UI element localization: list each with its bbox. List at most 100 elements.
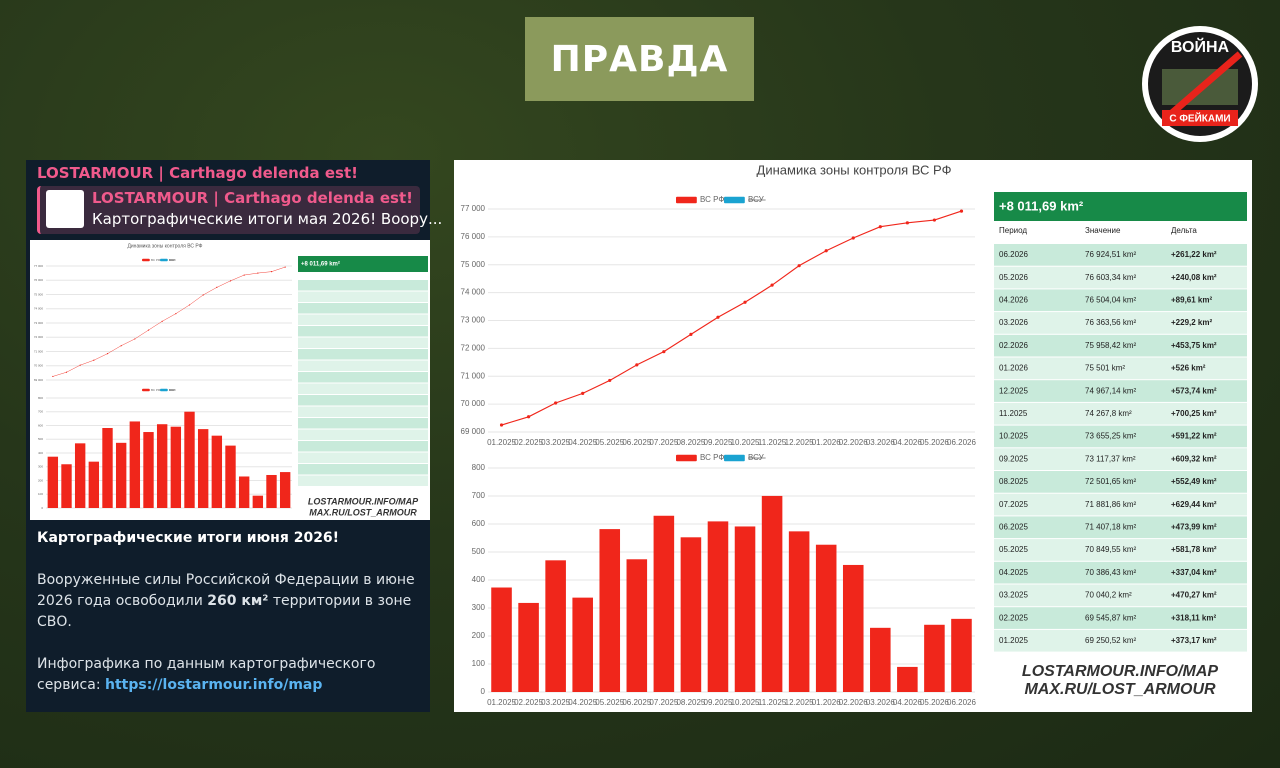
mini-table-row bbox=[298, 372, 428, 383]
y-tick-label: 800 bbox=[472, 463, 486, 472]
table-cell: 75 958,42 km² bbox=[1085, 341, 1136, 350]
logo-band bbox=[1162, 110, 1238, 126]
line-point bbox=[554, 401, 558, 405]
watermark: LOSTARMOUR.INFO/MAP bbox=[1022, 663, 1218, 680]
legend-label: ВС РФ bbox=[151, 388, 161, 392]
line-point bbox=[216, 286, 218, 288]
line-point bbox=[878, 225, 882, 229]
bar bbox=[74, 443, 86, 508]
table-cell: 72 501,65 km² bbox=[1085, 477, 1136, 486]
mini-table-row bbox=[298, 349, 428, 360]
table-cell: 03.2025 bbox=[999, 591, 1028, 600]
table-cell: 76 603,34 km² bbox=[1085, 273, 1136, 282]
x-tick-label: 05.2025 bbox=[595, 698, 624, 707]
table-cell: +591,22 km² bbox=[1171, 432, 1217, 441]
line-point bbox=[243, 274, 245, 276]
table-cell: 70 040,2 km² bbox=[1085, 591, 1132, 600]
table-cell: 05.2026 bbox=[999, 273, 1028, 282]
table-cell: 76 363,56 km² bbox=[1085, 318, 1136, 327]
bar bbox=[225, 445, 236, 508]
x-tick-label: 03.2025 bbox=[541, 438, 570, 447]
table-cell: +261,22 km² bbox=[1171, 250, 1217, 259]
bar bbox=[197, 429, 209, 508]
legend-swatch bbox=[724, 454, 745, 462]
channel-name[interactable]: LOSTARMOUR | Carthago delenda est! bbox=[37, 164, 358, 182]
y-tick-label: 77 000 bbox=[461, 204, 486, 213]
mini-table-row bbox=[298, 452, 428, 463]
y-tick-label: 77 000 bbox=[34, 264, 44, 268]
legend-swatch bbox=[676, 196, 697, 204]
y-tick-label: 800 bbox=[38, 396, 43, 400]
bar bbox=[951, 618, 972, 692]
table-cell: 70 849,55 km² bbox=[1085, 545, 1136, 554]
x-tick-label: 06.2026 bbox=[947, 438, 976, 447]
x-tick-label: 09.2025 bbox=[704, 438, 733, 447]
table-cell: +526 km² bbox=[1171, 364, 1206, 373]
bar bbox=[102, 428, 113, 508]
table-total-bg bbox=[994, 192, 1247, 221]
table-cell: +581,78 km² bbox=[1171, 545, 1217, 554]
x-tick-label: 09.2025 bbox=[704, 698, 733, 707]
table-row bbox=[994, 425, 1247, 448]
y-tick-label: 200 bbox=[472, 631, 486, 640]
y-tick-label: 75 000 bbox=[34, 292, 44, 296]
mini-table-row bbox=[298, 280, 428, 291]
reply-quote[interactable]: LOSTARMOUR | Carthago delenda est! Карто… bbox=[37, 186, 442, 234]
line-point bbox=[608, 378, 612, 383]
mini-table-row bbox=[298, 429, 428, 440]
y-tick-label: 500 bbox=[38, 437, 43, 441]
y-tick-label: 69 000 bbox=[34, 378, 44, 382]
table-cell: 08.2025 bbox=[999, 477, 1028, 486]
bar bbox=[518, 602, 539, 692]
x-tick-label: 03.2026 bbox=[866, 698, 895, 707]
table-row bbox=[994, 584, 1247, 607]
table-cell: 71 407,18 km² bbox=[1085, 523, 1136, 532]
table-cell: 12.2025 bbox=[999, 386, 1028, 395]
y-tick-label: 400 bbox=[38, 451, 43, 455]
y-tick-label: 700 bbox=[38, 410, 43, 414]
line-point bbox=[202, 294, 204, 296]
x-tick-label: 01.2025 bbox=[487, 698, 516, 707]
table-cell: 10.2025 bbox=[999, 432, 1028, 441]
line-point bbox=[229, 280, 232, 282]
bar bbox=[61, 464, 72, 508]
line-point bbox=[662, 350, 666, 354]
y-tick-label: 76 000 bbox=[34, 278, 44, 282]
table-cell: 69 545,87 km² bbox=[1085, 613, 1136, 622]
telegram-post: LOSTARMOUR | Carthago delenda est! LOSTA… bbox=[26, 160, 442, 712]
mini-table-row bbox=[298, 337, 428, 348]
line-point bbox=[161, 320, 163, 322]
table-row bbox=[994, 334, 1247, 357]
bar bbox=[252, 495, 264, 508]
table-cell: 74 967,14 km² bbox=[1085, 386, 1136, 395]
mini-table-row bbox=[298, 314, 428, 325]
x-tick-label: 12.2025 bbox=[785, 698, 814, 707]
bar bbox=[143, 432, 154, 508]
mini-table-row bbox=[298, 303, 428, 314]
bar bbox=[842, 564, 864, 692]
y-tick-label: 700 bbox=[472, 491, 486, 500]
legend-swatch bbox=[724, 196, 745, 204]
table-cell: 74 267,8 km² bbox=[1085, 409, 1132, 418]
table-cell: 71 881,86 km² bbox=[1085, 500, 1136, 509]
y-tick-label: 100 bbox=[472, 659, 486, 668]
table-cell: 70 386,43 km² bbox=[1085, 568, 1136, 577]
chart-title: Динамика зоны контроля ВС РФ bbox=[128, 243, 203, 249]
bar bbox=[815, 544, 837, 692]
table-cell: +609,32 km² bbox=[1171, 454, 1217, 463]
table-cell: +473,99 km² bbox=[1171, 523, 1217, 532]
line-point bbox=[635, 363, 639, 367]
line-series bbox=[501, 210, 962, 426]
link[interactable]: https://lostarmour.info/map bbox=[105, 677, 323, 693]
table-cell: 02.2026 bbox=[999, 341, 1028, 350]
x-tick-label: 03.2026 bbox=[866, 438, 895, 447]
line-point bbox=[959, 209, 964, 213]
table-cell: +229,2 km² bbox=[1171, 318, 1212, 327]
y-tick-label: 71 000 bbox=[34, 349, 44, 353]
table-cell: 07.2025 bbox=[999, 500, 1028, 509]
mini-table-row bbox=[298, 383, 428, 394]
table-cell: 04.2026 bbox=[999, 296, 1028, 305]
table-cell: 06.2026 bbox=[999, 250, 1028, 259]
x-tick-label: 04.2026 bbox=[893, 698, 922, 707]
